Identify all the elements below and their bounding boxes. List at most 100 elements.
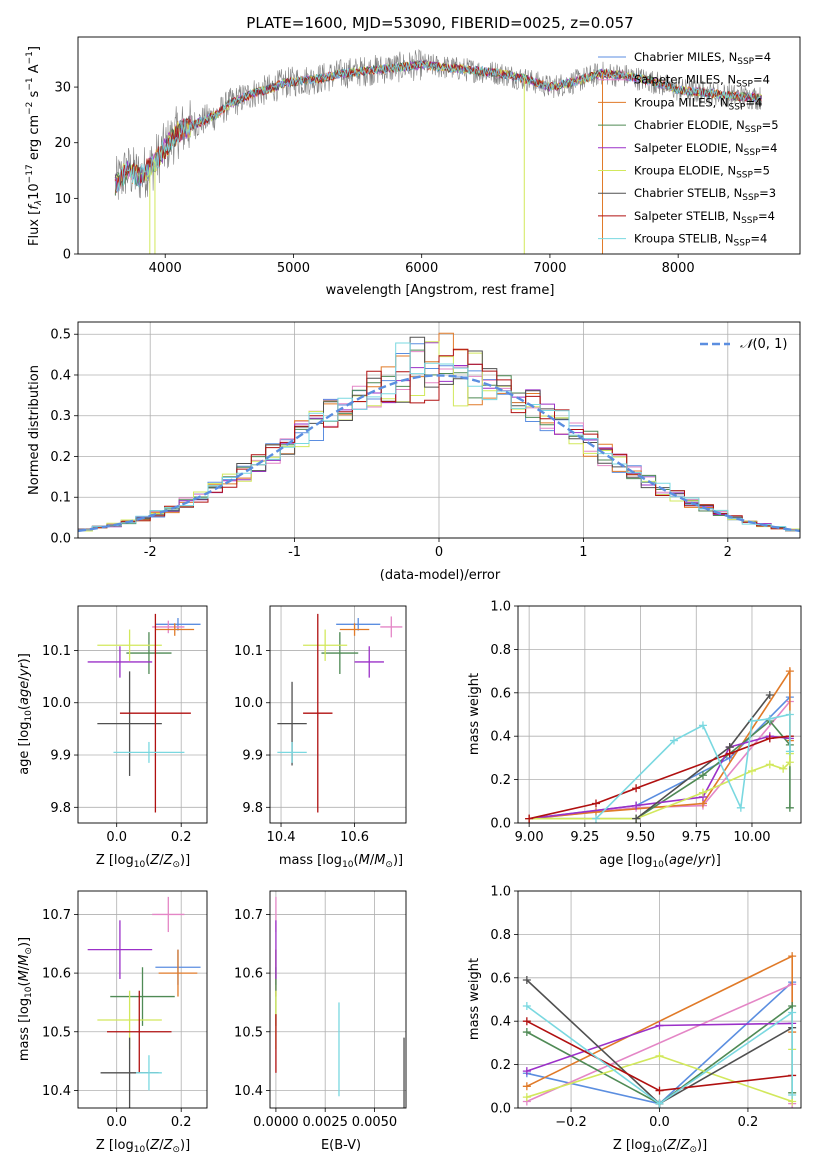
weight-marker xyxy=(655,1021,664,1030)
weight-marker xyxy=(669,736,678,745)
y-tick-label: 0.8 xyxy=(490,643,511,658)
weight-marker xyxy=(698,721,707,730)
label-part: )] xyxy=(697,1138,707,1153)
gaussian-curve xyxy=(78,374,800,533)
label-part: age [log xyxy=(17,722,32,775)
label-part: Salpeter ELODIE, N xyxy=(634,141,744,155)
y-tick-label: 0.2 xyxy=(490,1058,511,1073)
label-part: M xyxy=(17,955,32,966)
weight-marker xyxy=(785,803,794,812)
weight-marker xyxy=(725,749,734,758)
weight-marker xyxy=(747,717,756,726)
panel-age_vs_Z: 0.0 0.29.89.910.010.1Z [log10(Z/Z⊙)]age [… xyxy=(17,605,208,870)
label-part: SSP xyxy=(734,239,751,249)
label-part: age xyxy=(17,681,32,705)
x-tick-label: 0.2 xyxy=(171,830,192,845)
x-tick-label: 8000 xyxy=(662,261,695,276)
label-part: ⊙ xyxy=(24,947,34,955)
y-axis-label: mass [log10(M/M⊙)] xyxy=(17,937,34,1061)
y-tick-label: 10.4 xyxy=(234,1084,263,1099)
legend-entry: Salpeter MILES, NSSP=4 xyxy=(634,73,770,90)
legend-entry: Salpeter ELODIE, NSSP=4 xyxy=(634,141,777,158)
label-part: ⊙ xyxy=(689,1145,697,1155)
y-tick-label: 0.3 xyxy=(50,409,71,424)
x-tick-label: 0.0050 xyxy=(352,1115,398,1130)
legend-entry: 𝒩(0, 1) xyxy=(740,337,787,352)
weight-marker xyxy=(632,801,641,810)
y-axis-label: age [log10(age/yr)] xyxy=(17,653,34,775)
label-part: SSP xyxy=(736,171,753,181)
label-part: Chabrier MILES, N xyxy=(634,50,737,64)
label-part: Salpeter MILES, N xyxy=(634,73,736,87)
legend-entry: Kroupa MILES, NSSP=4 xyxy=(634,95,762,112)
y-axis-label: mass weight xyxy=(467,958,482,1040)
label-part: Flux [ xyxy=(27,210,42,246)
label-part: SSP xyxy=(736,80,753,90)
x-axis-label: mass [log10(M/M⊙)] xyxy=(279,853,403,870)
y-tick-label: 30 xyxy=(54,81,71,96)
label-part: Z [log xyxy=(613,1138,651,1153)
weight-marker xyxy=(698,771,707,780)
weight-marker xyxy=(655,1051,664,1060)
label-part: 10 xyxy=(652,860,664,870)
y-tick-label: 0.4 xyxy=(490,1015,511,1030)
histogram-series xyxy=(78,342,800,532)
label-part: Z xyxy=(666,1138,677,1153)
y-tick-label: 1.0 xyxy=(490,885,511,900)
y-tick-label: 0.2 xyxy=(50,450,71,465)
x-tick-label: 10.6 xyxy=(340,830,369,845)
y-tick-label: 10.0 xyxy=(42,696,71,711)
plot-area xyxy=(522,952,797,1108)
weight-series xyxy=(526,1005,793,1105)
label-part: −2 xyxy=(25,102,35,115)
label-part: ( xyxy=(145,853,150,868)
panel-weight_vs_age: 9.00 9.25 9.50 9.75 10.00 0.0 0.2 0.4 0.6 0.8 1.0 a… xyxy=(467,600,802,870)
weight-marker xyxy=(591,799,600,808)
x-tick-label: 4000 xyxy=(149,261,182,276)
legend-entry: Salpeter STELIB, NSSP=4 xyxy=(634,209,775,226)
label-part: SSP xyxy=(742,193,759,203)
model-spectrum xyxy=(114,59,762,196)
label-part: age [log xyxy=(599,853,652,868)
y-tick-label: 10.1 xyxy=(42,644,71,659)
label-part: =5 xyxy=(753,164,770,178)
plot-area xyxy=(87,613,201,813)
figure-title: PLATE=1600, MJD=53090, FIBERID=0025, z=0… xyxy=(246,14,633,32)
label-part: ⊙ xyxy=(385,860,393,870)
legend-entry: Kroupa STELIB, NSSP=4 xyxy=(634,232,767,249)
y-tick-label: 10.5 xyxy=(42,1025,71,1040)
y-tick-label: 10.7 xyxy=(234,908,263,923)
x-tick-label: 6000 xyxy=(405,261,438,276)
y-tick-label: 0.8 xyxy=(490,928,511,943)
label-part: SSP xyxy=(741,216,758,226)
x-tick-label: 9.00 xyxy=(515,830,544,845)
weight-marker xyxy=(522,1028,531,1037)
x-tick-label: 0.2 xyxy=(171,1115,192,1130)
label-part: mass [log xyxy=(279,853,342,868)
weight-marker xyxy=(522,1082,531,1091)
y-tick-label: 10.1 xyxy=(234,644,263,659)
y-tick-label: 9.9 xyxy=(50,749,71,764)
axes-frame xyxy=(269,605,407,824)
axes-frame xyxy=(269,890,407,1109)
label-part: Z xyxy=(149,853,160,868)
y-tick-label: 10 xyxy=(54,192,71,207)
label-part: )] xyxy=(180,853,190,868)
label-part: erg cm xyxy=(27,115,42,164)
label-part: mass [log xyxy=(17,998,32,1061)
label-part: Z [log xyxy=(96,853,134,868)
x-tick-label: 0 xyxy=(435,545,443,560)
x-tick-label: 10.00 xyxy=(733,830,770,845)
axes-frame xyxy=(77,605,208,824)
x-tick-label: 9.75 xyxy=(682,830,711,845)
plot-area xyxy=(275,896,405,1108)
label-part: 10 xyxy=(134,1145,146,1155)
label-part: =5 xyxy=(762,118,779,132)
label-part: 10 xyxy=(24,710,34,722)
histogram-series xyxy=(78,341,800,532)
x-tick-label: 5000 xyxy=(277,261,310,276)
weight-marker xyxy=(522,1093,531,1102)
legend-entry: Kroupa ELODIE, NSSP=5 xyxy=(634,164,770,181)
weight-marker xyxy=(698,788,707,797)
